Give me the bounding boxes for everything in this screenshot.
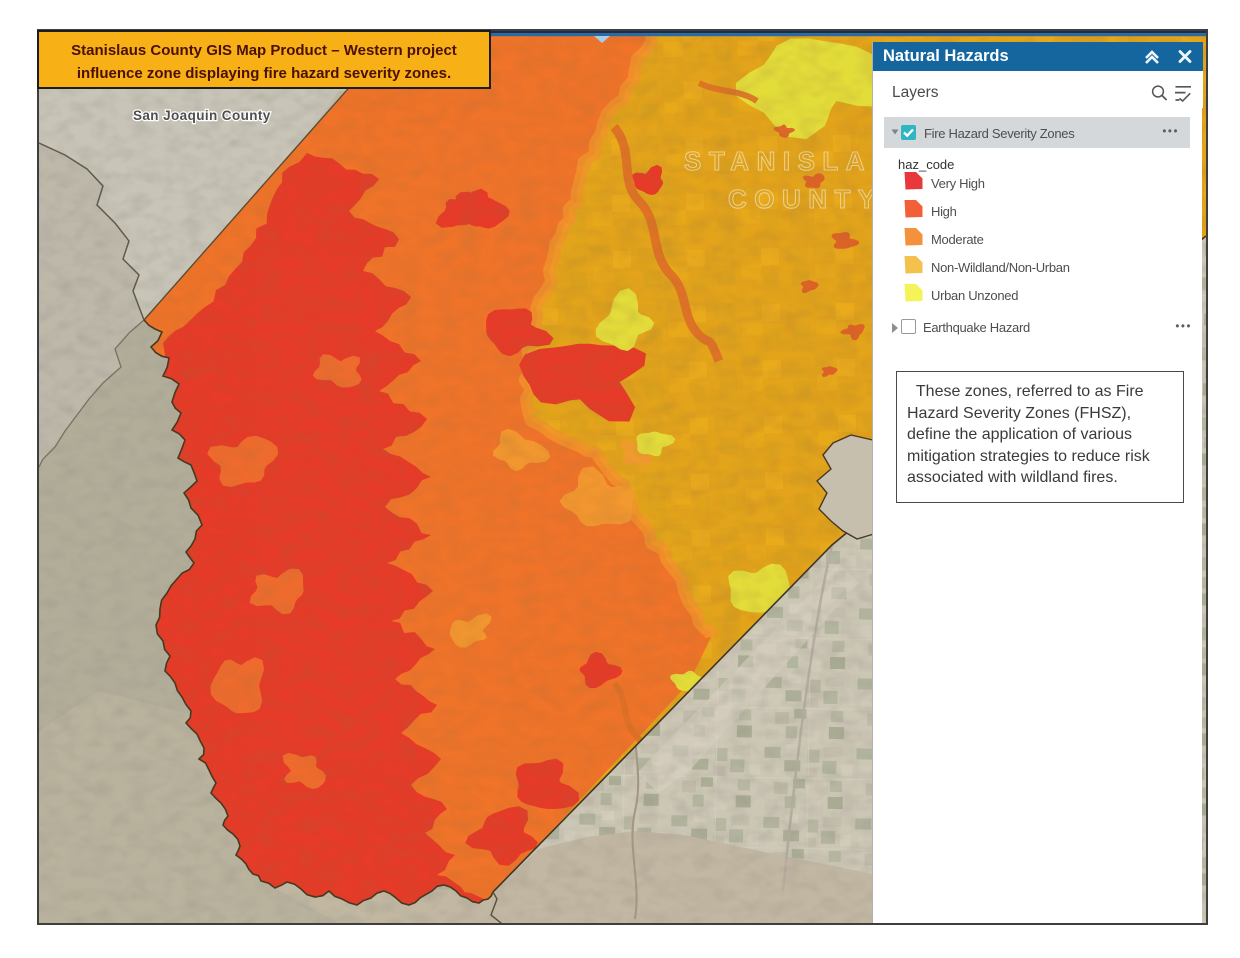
svg-text:COUNTY: COUNTY (728, 184, 883, 214)
svg-text:San Joaquin County: San Joaquin County (133, 108, 271, 123)
